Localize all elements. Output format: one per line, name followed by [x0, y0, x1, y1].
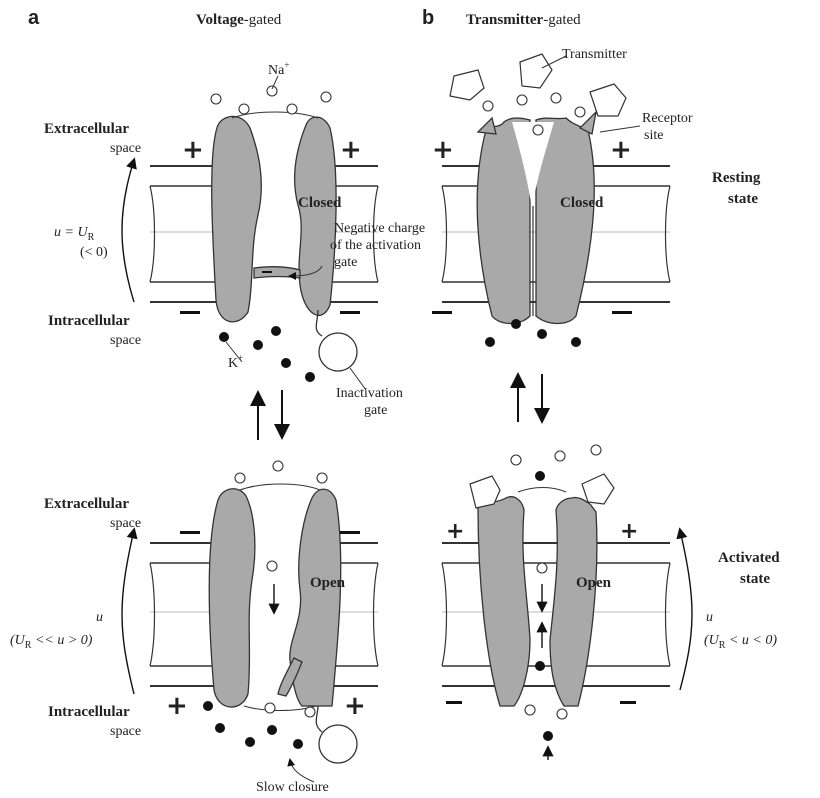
- label-space-a-bottom-int: space: [110, 724, 141, 739]
- panel-b-title: Transmitter-gated: [466, 12, 581, 28]
- label-u-range-b: (UR < u < 0): [704, 633, 777, 651]
- label-intracellular-a-bottom: Intracellular: [48, 704, 130, 720]
- label-resting-1: Resting: [712, 170, 761, 186]
- potential-arrows: [121, 157, 693, 695]
- label-u-eq-ur: u = UR: [54, 225, 95, 243]
- label-transmitter: Transmitter: [562, 47, 627, 62]
- label-lt-zero: (< 0): [80, 245, 108, 260]
- channel-b-open: [477, 496, 598, 707]
- label-neg-charge-3: gate: [334, 255, 357, 270]
- svg-text:+: +: [166, 691, 188, 721]
- label-activated-2: state: [740, 571, 770, 587]
- panel-a-title-bold: Voltage: [196, 12, 244, 28]
- label-inactivation-1: Inactivation: [336, 386, 403, 401]
- pore-b-resting: [512, 122, 554, 210]
- label-na: Na+: [268, 60, 289, 78]
- inactivation-gate-a-resting: [318, 332, 358, 372]
- extracellular-rim-a: [231, 111, 319, 119]
- label-space-a-top-int: space: [110, 333, 141, 348]
- label-open-a: Open: [310, 575, 346, 591]
- label-resting-2: state: [728, 191, 758, 207]
- transition-arrows: [250, 372, 550, 440]
- svg-text:+: +: [610, 135, 632, 165]
- svg-text:+: +: [182, 135, 204, 165]
- panel-b-letter: b: [422, 7, 434, 29]
- membrane-charges: + + + + + + + +: [166, 135, 638, 721]
- extracellular-rim-b-open: [517, 487, 567, 493]
- label-u-b: u: [706, 610, 713, 625]
- panel-b-title-bold: Transmitter: [466, 12, 544, 28]
- label-activated-1: Activated: [718, 550, 780, 566]
- channel-a-closed: [211, 115, 337, 337]
- svg-text:+: +: [620, 519, 638, 544]
- label-receptor-2: site: [644, 128, 663, 143]
- label-k: K+: [228, 353, 243, 371]
- panel-a-title-rest: -gated: [244, 12, 282, 28]
- bound-transmitter-right: [581, 473, 615, 505]
- leader-lines: [225, 55, 641, 783]
- label-closed-a: Closed: [298, 195, 342, 211]
- svg-text:+: +: [432, 135, 454, 165]
- label-extracellular-a-top: Extracellular: [44, 121, 129, 137]
- transmitter-molecules: [449, 53, 627, 117]
- label-neg-charge-2: of the activation: [330, 238, 421, 253]
- label-neg-charge-1: Negative charge: [334, 221, 425, 236]
- label-intracellular-a-top: Intracellular: [48, 313, 130, 329]
- channel-b-closed: [476, 110, 598, 325]
- label-u-a: u: [96, 610, 103, 625]
- inactivation-gate-a-open: [318, 724, 358, 764]
- label-receptor-1: Receptor: [642, 111, 693, 126]
- label-inactivation-2: gate: [364, 403, 387, 418]
- panel-b-title-rest: -gated: [543, 12, 581, 28]
- label-closed-b: Closed: [560, 195, 604, 211]
- ion-flow-arrows: [268, 584, 554, 760]
- label-space-a-top-ext: space: [110, 141, 141, 156]
- extracellular-rim-a-open: [239, 483, 321, 491]
- label-u-range-a: (UR << u > 0): [10, 633, 93, 651]
- panel-a-letter: a: [28, 7, 40, 29]
- bound-transmitter-left: [469, 475, 501, 509]
- label-open-b: Open: [576, 575, 612, 591]
- label-space-a-bottom-ext: space: [110, 516, 141, 531]
- panel-a-title: Voltage-gated: [196, 12, 282, 28]
- svg-text:+: +: [340, 135, 362, 165]
- channel-a-open: [208, 488, 342, 733]
- svg-text:+: +: [344, 691, 366, 721]
- potassium-ions: [203, 319, 581, 749]
- sodium-ions: [210, 85, 602, 720]
- label-slow-closure: Slow closure: [256, 780, 329, 795]
- label-extracellular-a-bottom: Extracellular: [44, 496, 129, 512]
- svg-text:+: +: [446, 519, 464, 544]
